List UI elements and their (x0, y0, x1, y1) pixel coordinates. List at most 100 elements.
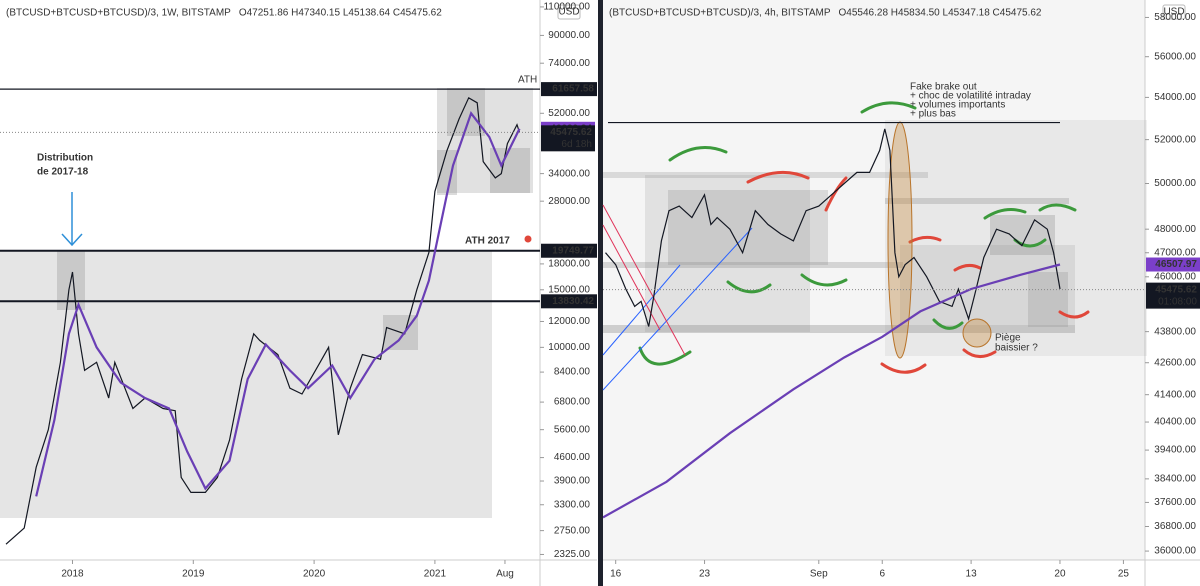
zone-box (668, 190, 828, 265)
y-tick-label: 54000.00 (1154, 92, 1196, 103)
y-tick-label: 74000.00 (548, 58, 590, 69)
y-tick-label: 34000.00 (548, 168, 590, 179)
annotation: ATH (518, 75, 537, 86)
swing-arc (908, 235, 942, 244)
y-tick-label: 50000.00 (1154, 178, 1196, 189)
annotation: Distribution (37, 153, 93, 164)
swing-arc (962, 348, 997, 358)
price-line (605, 128, 1061, 327)
y-tick-label: 47000.00 (1154, 247, 1196, 258)
y-tick-label: 58000.00 (1154, 12, 1196, 23)
y-tick-label: 52000.00 (548, 108, 590, 119)
x-tick-label: 2018 (61, 569, 84, 580)
unit-box (557, 4, 581, 20)
trend-line (602, 227, 753, 391)
y-tick-label: 41400.00 (1154, 389, 1196, 400)
y-tick-label: 12000.00 (548, 316, 590, 327)
price-marker-box (541, 125, 595, 152)
unit-label: USD (558, 7, 579, 18)
y-tick-label: 36000.00 (1154, 546, 1196, 557)
x-tick-label: Aug (496, 569, 514, 580)
y-tick-label: 8400.00 (554, 367, 591, 378)
panel-divider (598, 0, 603, 586)
y-tick-label: 2325.00 (554, 549, 591, 560)
x-tick-label: 23 (699, 569, 711, 580)
swing-arc (932, 318, 964, 330)
x-tick-label: 13 (966, 569, 978, 580)
price-marker-box (1146, 257, 1200, 272)
annotation: + volumes importants (910, 100, 1005, 111)
zone-box (437, 150, 457, 195)
zone-box (990, 215, 1055, 255)
ohlc-values: O47251.86 H47340.15 L45138.64 C45475.62 (239, 8, 442, 19)
y-tick-label: 110000.00 (543, 2, 590, 13)
swing-arc (638, 346, 692, 366)
y-tick-label: 46000.00 (1154, 271, 1196, 282)
y-tick-label: 39400.00 (1154, 445, 1196, 456)
price-line (603, 263, 1061, 519)
y-tick-label: 37600.00 (1154, 497, 1196, 508)
x-tick-label: 2021 (424, 569, 447, 580)
zone-box (603, 325, 1075, 333)
y-tick-label: 56000.00 (1154, 51, 1196, 62)
level-label-box (541, 243, 597, 258)
x-tick-label: 2019 (182, 569, 205, 580)
pin (524, 235, 532, 243)
zone-box (437, 88, 533, 193)
countdown: 01:08:00 (1158, 296, 1197, 307)
x-tick-label: 25 (1118, 569, 1130, 580)
unit-box (1162, 4, 1186, 20)
level-label: 19749.77 (552, 245, 594, 256)
y-tick-label: 40400.00 (1154, 417, 1196, 428)
trend-line (602, 204, 686, 356)
drawings (0, 88, 1147, 518)
y-tick-label: 15000.00 (548, 284, 590, 295)
swing-arc (746, 170, 810, 184)
level-label: 13830.42 (552, 296, 594, 307)
annotation: Fake brake out (910, 82, 977, 93)
annotation: ATH 2017 (465, 236, 510, 247)
swing-arc (668, 146, 728, 162)
ohlc-values: O45546.28 H45834.50 L45347.18 C45475.62 (839, 8, 1042, 19)
zone-box (885, 198, 1069, 204)
highlight-circle (962, 318, 992, 348)
y-tick-label: 90000.00 (548, 30, 590, 41)
y-tick-label: 43800.00 (1154, 326, 1196, 337)
y-tick-label: 4600.00 (554, 452, 591, 463)
y-tick-label: 10000.00 (548, 342, 590, 353)
price-marker-box (1146, 282, 1200, 309)
highlight-ellipse (887, 121, 913, 359)
x-tick-label: 20 (1054, 569, 1066, 580)
level-label-box (541, 294, 597, 309)
y-tick-label: 5600.00 (554, 424, 591, 435)
x-tick-label: 16 (610, 569, 622, 580)
y-tick-label: 6800.00 (554, 397, 591, 408)
zone-box (1028, 272, 1068, 327)
y-tick-label: 48000.00 (1154, 224, 1196, 235)
x-tick-label: Sep (810, 569, 828, 580)
y-tick-label: 3900.00 (554, 476, 591, 487)
chart-title: (BTCUSD+BTCUSD+BTCUSD)/3, 1W, BITSTAMP (6, 8, 231, 19)
unit-label: USD (1163, 7, 1184, 18)
y-tick-label: 42600.00 (1154, 357, 1196, 368)
y-tick-label: 18000.00 (548, 259, 590, 270)
arrow-head (61, 233, 83, 247)
swing-arc (800, 273, 848, 287)
y-tick-label: 3300.00 (554, 499, 591, 510)
trend-line (602, 264, 681, 356)
price-marker-label: 46507.97 (1155, 259, 1197, 270)
price-marker-label: 45475.62 (550, 127, 592, 138)
price-line (35, 111, 521, 497)
countdown: 6d 18h (561, 139, 592, 150)
x-tick-label: 6 (879, 569, 885, 580)
annotation: + plus bas (910, 109, 956, 120)
annotation: Piège (995, 333, 1021, 344)
y-tick-label: 28000.00 (548, 196, 590, 207)
swing-arc (860, 101, 917, 114)
swing-arc (953, 263, 982, 272)
y-tick-label: 2750.00 (554, 525, 591, 536)
price-marker-label: 45475.62 (1155, 284, 1197, 295)
annotation: de 2017-18 (37, 167, 89, 178)
swing-arc (1038, 203, 1077, 212)
